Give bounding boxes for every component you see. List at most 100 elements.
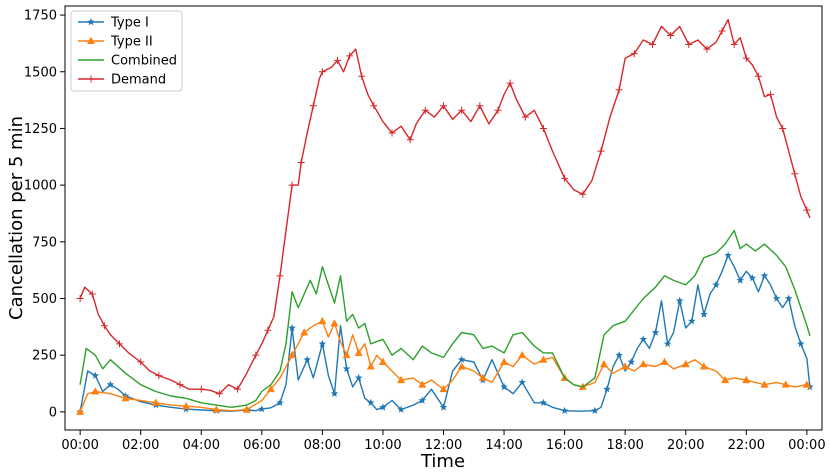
data-point-type-i — [748, 274, 757, 282]
data-point-demand — [116, 340, 124, 348]
data-point-type-i — [418, 396, 427, 404]
x-tick-label: 18:00 — [606, 438, 643, 453]
data-point-type-ii — [318, 316, 327, 325]
data-point-demand — [421, 106, 429, 114]
data-point-type-ii — [76, 407, 85, 415]
data-point-demand — [703, 45, 711, 53]
data-point-type-ii — [91, 387, 100, 395]
data-point-type-i — [651, 328, 660, 336]
data-point-type-i — [639, 335, 648, 343]
x-tick-label: 00:00 — [788, 438, 825, 453]
data-point-type-i — [303, 355, 311, 363]
data-point-type-ii — [342, 350, 351, 359]
data-point-demand — [215, 390, 223, 398]
x-tick-label: 08:00 — [304, 438, 341, 453]
data-point-demand — [406, 136, 414, 144]
x-tick-label: 06:00 — [243, 438, 280, 453]
y-tick-label: 500 — [32, 292, 57, 307]
data-point-demand — [288, 181, 296, 189]
legend-marker-demand — [87, 75, 95, 83]
data-point-demand — [579, 190, 587, 198]
series-line-combined — [79, 229, 811, 408]
data-point-demand — [76, 294, 84, 302]
data-point-type-i — [797, 339, 805, 348]
data-point-demand — [754, 72, 762, 80]
data-point-type-ii — [457, 362, 466, 370]
data-point-type-i — [318, 339, 327, 348]
x-tick-label: 22:00 — [728, 438, 765, 453]
data-point-demand — [476, 102, 484, 110]
data-point-type-i — [700, 310, 708, 318]
legend-label-combined: Combined — [111, 54, 177, 69]
x-tick-label: 02:00 — [122, 438, 159, 453]
data-point-demand — [276, 272, 284, 280]
data-point-type-i — [539, 398, 548, 406]
data-point-type-i — [354, 373, 363, 382]
data-point-type-ii — [802, 380, 811, 388]
data-point-type-ii — [681, 360, 690, 368]
data-point-demand — [648, 41, 656, 49]
data-point-type-ii — [242, 405, 251, 413]
x-tick-label: 00:00 — [61, 438, 98, 453]
data-point-type-i — [603, 385, 611, 393]
data-point-demand — [539, 124, 547, 132]
data-point-demand — [334, 56, 342, 64]
data-point-type-i — [397, 405, 405, 413]
data-point-type-ii — [500, 357, 509, 365]
legend-box — [70, 10, 183, 92]
y-tick-label: 1000 — [24, 179, 57, 194]
data-point-demand — [630, 50, 638, 58]
data-point-demand — [521, 113, 529, 121]
data-point-type-i — [439, 403, 448, 411]
data-point-demand — [88, 290, 96, 298]
data-point-type-ii — [599, 360, 608, 368]
x-tick-label: 14:00 — [485, 438, 522, 453]
data-point-type-i — [627, 358, 635, 366]
x-tick-label: 16:00 — [546, 438, 583, 453]
series-combined — [79, 229, 811, 408]
legend-label-type-i: Type I — [110, 16, 149, 31]
data-point-type-ii — [721, 375, 730, 384]
data-point-demand — [155, 372, 163, 380]
data-point-type-ii — [121, 394, 130, 402]
data-point-type-i — [330, 389, 339, 397]
y-axis-title: Cancellation per 5 min — [6, 116, 27, 320]
data-point-type-ii — [366, 362, 375, 370]
data-point-demand — [615, 86, 623, 94]
data-point-demand — [667, 31, 675, 39]
data-point-demand — [685, 41, 693, 49]
y-tick-label: 0 — [49, 405, 57, 420]
data-point-type-ii — [478, 373, 487, 381]
data-point-demand — [137, 358, 145, 366]
series-demand — [76, 18, 811, 398]
data-point-demand — [100, 322, 108, 330]
y-tick-label: 250 — [32, 349, 57, 364]
data-point-type-i — [500, 382, 508, 391]
data-point-type-ii — [397, 375, 406, 384]
data-point-type-ii — [439, 384, 448, 393]
series-line-demand — [79, 18, 811, 395]
y-tick-label: 1500 — [24, 65, 57, 80]
data-point-demand — [388, 129, 396, 137]
data-point-demand — [597, 147, 605, 155]
x-tick-label: 12:00 — [425, 438, 462, 453]
series-line-type-i — [79, 254, 811, 413]
data-point-type-ii — [660, 357, 669, 365]
data-point-demand — [791, 170, 799, 178]
x-axis-title: Time — [420, 451, 465, 472]
data-point-type-ii — [699, 362, 708, 370]
legend-marker-type-ii — [87, 36, 95, 44]
legend-entry-type-ii: Type II — [78, 35, 153, 50]
data-point-type-ii — [300, 328, 309, 336]
data-point-type-ii — [760, 380, 769, 388]
data-point-type-ii — [418, 380, 427, 388]
data-point-type-ii — [742, 375, 751, 384]
x-tick-label: 20:00 — [667, 438, 704, 453]
data-point-demand — [767, 90, 775, 98]
data-point-type-ii — [182, 401, 191, 410]
data-point-type-ii — [378, 357, 387, 365]
data-point-demand — [506, 79, 514, 87]
data-point-type-i — [663, 339, 672, 348]
data-point-type-i — [518, 378, 526, 386]
data-point-demand — [297, 158, 305, 166]
